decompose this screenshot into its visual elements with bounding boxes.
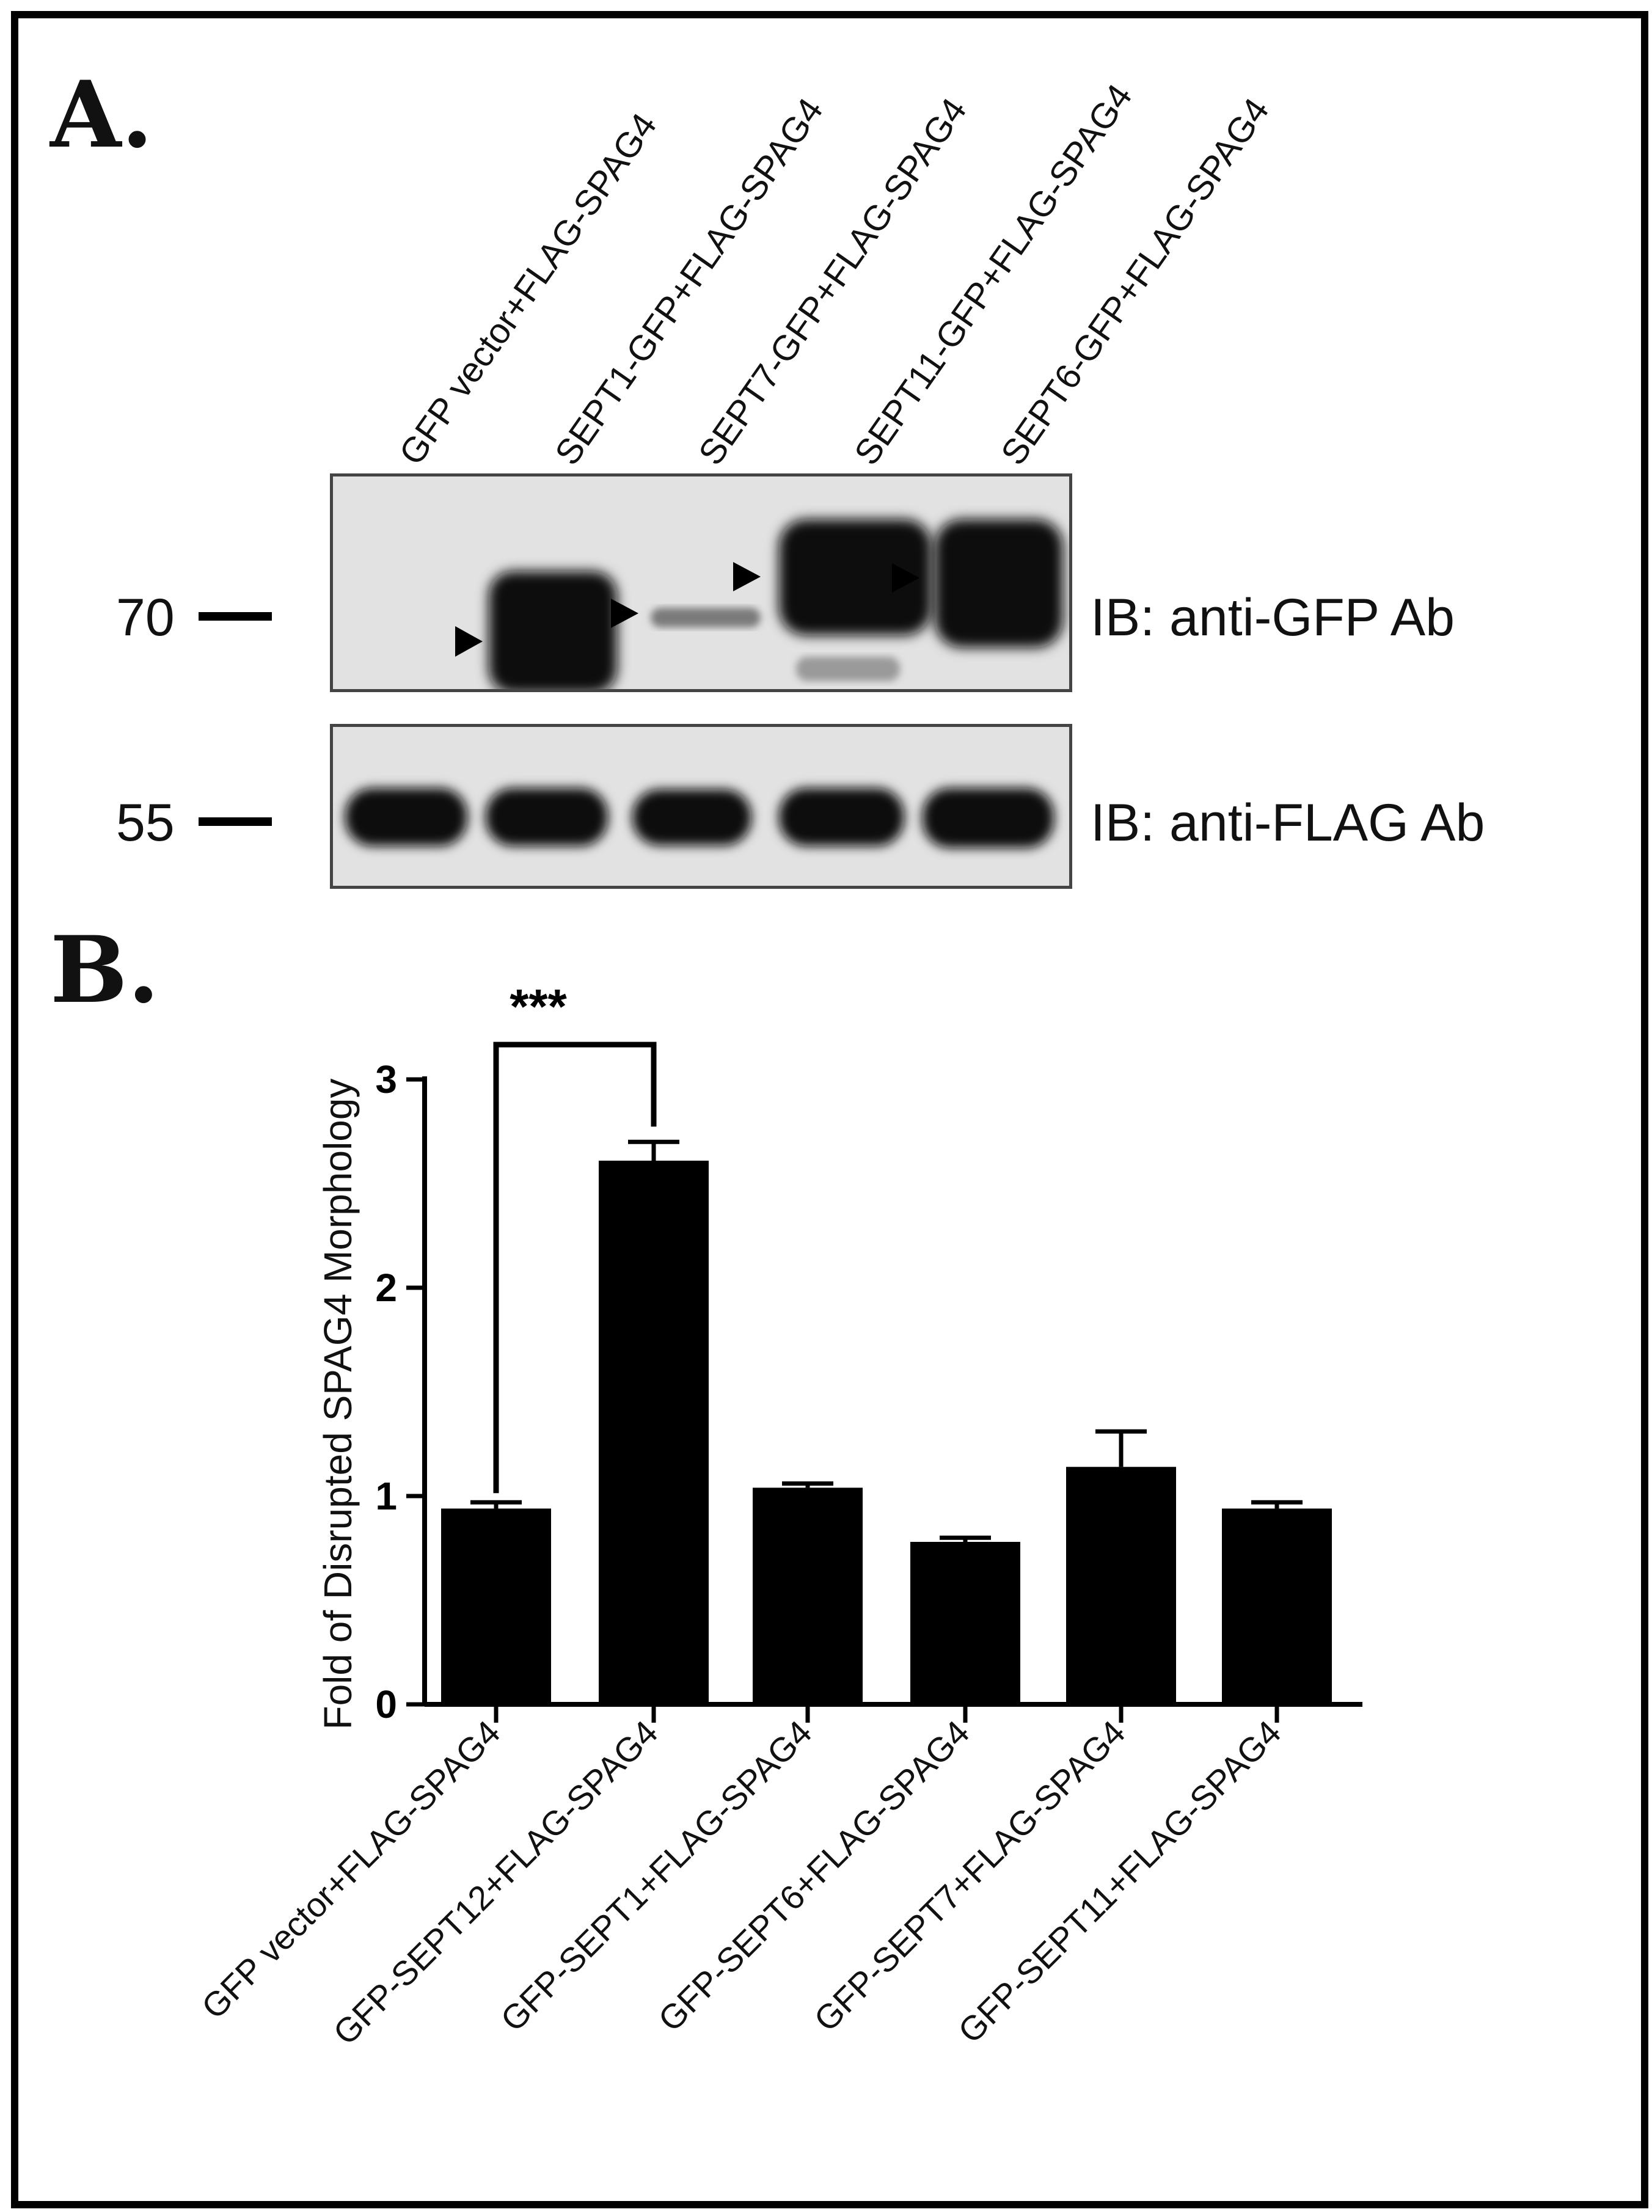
band-sept7-gfp	[651, 608, 761, 627]
arrowhead-sept6-icon	[892, 563, 919, 593]
band-flag-lane-1	[345, 788, 467, 846]
bar-chart: 0 1 2 3 GFP vector+FLAG-SPAG4GFP-SEPT12+FLAG…	[194, 979, 1362, 2052]
band-flag-lane-3	[632, 789, 751, 845]
significance-bracket	[493, 1042, 657, 1494]
figure-border	[11, 11, 1648, 2208]
blot-anti-gfp-bands	[455, 519, 1063, 689]
y-tick-label-3: 3	[375, 1057, 397, 1101]
band-sept1-gfp	[489, 571, 617, 689]
panel-a-letter: A.	[50, 61, 153, 169]
blot-anti-flag-bands	[345, 788, 1054, 848]
y-tick-label-0: 0	[375, 1682, 397, 1726]
panel-b-letter: B.	[50, 916, 160, 1024]
x-tick-label-4: GFP-SEPT6+FLAG-SPAG4	[651, 1713, 976, 2039]
y-tick-label-1: 1	[375, 1474, 397, 1518]
marker-bar-55	[199, 817, 272, 826]
x-tick-label-5: GFP-SEPT7+FLAG-SPAG4	[806, 1713, 1132, 2039]
blot-anti-gfp	[330, 473, 1072, 692]
bar-6	[1222, 1508, 1332, 1704]
bar-3	[753, 1487, 863, 1704]
marker-55: 55	[116, 794, 175, 852]
x-tick-label-1: GFP vector+FLAG-SPAG4	[194, 1713, 508, 2026]
x-tick-label-2: GFP-SEPT12+FLAG-SPAG4	[326, 1713, 665, 2052]
bar-5	[1066, 1467, 1176, 1704]
band-sept11-gfp	[779, 519, 932, 635]
arrowhead-sept1-icon	[455, 626, 483, 657]
marker-bar-70	[199, 612, 272, 621]
significance-label: ***	[510, 979, 567, 1034]
bar-1	[441, 1508, 551, 1704]
arrowhead-sept11-icon	[733, 562, 761, 591]
y-tick-label-2: 2	[375, 1266, 397, 1310]
arrowhead-sept7-icon	[611, 599, 638, 628]
band-flag-lane-2	[486, 788, 608, 846]
blot-anti-flag	[330, 724, 1072, 889]
y-axis-label: Fold of Disrupted SPAG4 Morphology	[316, 1079, 360, 1730]
band-flag-lane-4	[779, 788, 904, 846]
band-flag-lane-5	[923, 788, 1054, 848]
band-sept11-gfp-lower	[796, 657, 900, 681]
bar-2	[599, 1160, 709, 1704]
bar-4	[910, 1542, 1020, 1704]
ib-label-anti-flag: IB: anti-FLAG Ab	[1091, 794, 1485, 852]
ib-label-anti-gfp: IB: anti-GFP Ab	[1091, 588, 1455, 647]
marker-70: 70	[116, 588, 175, 647]
x-tick-label-3: GFP-SEPT1+FLAG-SPAG4	[493, 1713, 819, 2039]
x-tick-label-6: GFP-SEPT11+FLAG-SPAG4	[951, 1713, 1288, 2051]
band-sept6-gfp	[935, 519, 1063, 648]
